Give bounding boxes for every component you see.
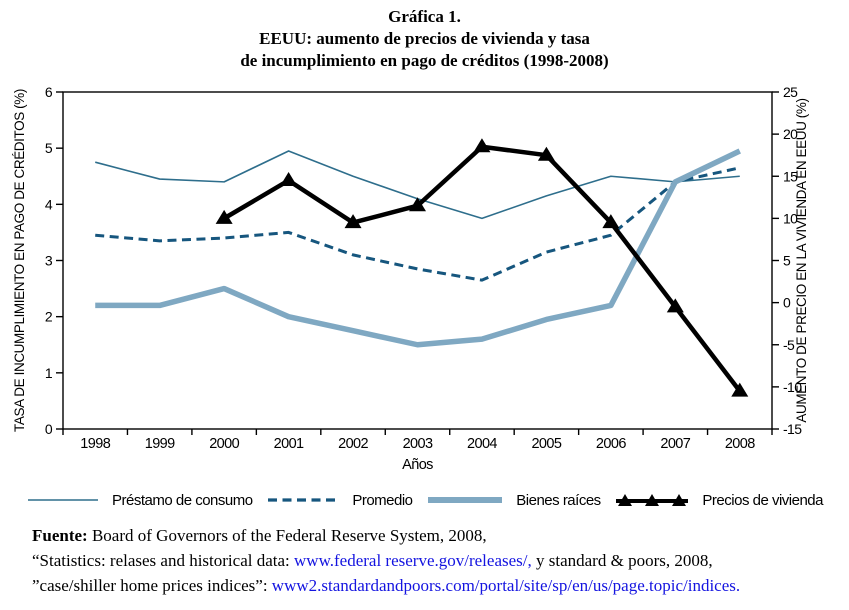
chart-title-line1: Gráfica 1.: [388, 7, 461, 26]
svg-text:0: 0: [783, 295, 791, 311]
chart-plot-area: 0 1 2 3 4 5 6 -15 -10 -5 0 5 10 15 20 25 1998 1999 2000 200…: [12, 84, 809, 473]
source-text: y standard & poors, 2008,: [531, 551, 713, 570]
svg-text:6: 6: [45, 84, 53, 100]
svg-text:2006: 2006: [596, 436, 626, 452]
legend-item-prestamo-de-consumo: Préstamo de consumo: [26, 492, 253, 509]
dashed-line-swatch-icon: [268, 498, 339, 502]
svg-text:10: 10: [783, 210, 798, 226]
legend-label: Precios de vivienda: [702, 491, 823, 509]
svg-text:4: 4: [45, 196, 53, 212]
legend-label: Promedio: [352, 491, 413, 509]
federal-reserve-link[interactable]: www.federal reserve.gov/releases/,: [294, 551, 532, 570]
svg-text:1999: 1999: [145, 436, 175, 452]
triangle-marker-icon: [215, 209, 233, 224]
chart-title-line3: de incumplimiento en pago de créditos (1…: [240, 51, 609, 70]
svg-text:2000: 2000: [209, 436, 239, 452]
svg-text:2003: 2003: [403, 436, 433, 452]
source-label: Fuente:: [32, 526, 88, 545]
triangle-line-swatch-icon: [616, 494, 689, 506]
plot-frame: [62, 91, 773, 430]
svg-text:25: 25: [783, 84, 798, 100]
svg-text:2004: 2004: [467, 436, 497, 452]
svg-text:2007: 2007: [660, 436, 690, 452]
legend-item-precios-de-vivienda: Precios de vivienda: [614, 491, 823, 509]
source-text: “Statistics: relases and historical data…: [32, 551, 295, 570]
svg-text:1: 1: [45, 365, 53, 381]
source-text: Board of Governors of the Federal Reserv…: [87, 526, 487, 545]
right-axis-title: AUMENTO DE PRECIO EN LA VIVIENDA EN EEUU…: [794, 98, 809, 422]
legend: Préstamo de consumo Promedio Bienes raíc…: [0, 485, 849, 513]
triangle-marker-icon: [473, 138, 491, 153]
svg-text:2002: 2002: [338, 436, 368, 452]
svg-text:2: 2: [45, 309, 53, 325]
svg-text:0: 0: [45, 421, 53, 437]
legend-item-bienes-raices: Bienes raíces: [426, 491, 601, 509]
triangle-marker-icon: [344, 214, 362, 229]
legend-item-promedio: Promedio: [266, 491, 413, 509]
series-line-3: [222, 144, 742, 393]
source-line-1: Fuente: Board of Governors of the Federa…: [32, 523, 849, 548]
triangle-marker-icon: [409, 197, 426, 212]
svg-text:5: 5: [45, 140, 53, 156]
svg-text:-15: -15: [783, 421, 802, 437]
triangle-marker-icon: [666, 298, 684, 313]
svg-text:-10: -10: [783, 379, 802, 395]
svg-text:2008: 2008: [725, 436, 755, 452]
left-axis-title: TASA DE INCUMPLIMIENTO EN PAGO DE CRÉDIT…: [12, 89, 27, 432]
svg-text:1998: 1998: [80, 436, 110, 452]
triangle-marker-icon: [731, 382, 749, 397]
svg-text:2001: 2001: [274, 436, 304, 452]
svg-text:3: 3: [45, 253, 53, 269]
x-axis-title: Años: [402, 457, 433, 473]
svg-text:2005: 2005: [531, 436, 561, 452]
svg-text:15: 15: [783, 168, 798, 184]
thick-line-swatch-icon: [428, 497, 503, 503]
legend-label: Bienes raíces: [516, 491, 601, 509]
series-line-1: [95, 166, 741, 282]
triangle-marker-icon: [537, 146, 555, 161]
source-text: ”case/shiller home prices indices”:: [32, 576, 272, 595]
series-line-2: [95, 148, 741, 348]
triangle-marker-icon: [602, 214, 620, 229]
triangle-marker-icon: [280, 171, 298, 186]
source-line-2: “Statistics: relases and historical data…: [32, 548, 849, 573]
source-line-3: ”case/shiller home prices indices”: www2…: [32, 573, 849, 598]
svg-text:5: 5: [783, 253, 791, 269]
source-note: Fuente: Board of Governors of the Federa…: [32, 523, 849, 598]
chart-title: Gráfica 1. EEUU: aumento de precios de v…: [0, 6, 849, 82]
thin-line-swatch-icon: [28, 499, 98, 501]
standard-and-poors-link[interactable]: www2.standardandpoors.com/portal/site/sp…: [271, 576, 741, 595]
svg-text:20: 20: [783, 126, 798, 142]
svg-text:-5: -5: [783, 337, 795, 353]
chart-title-line2: EEUU: aumento de precios de vivienda y t…: [259, 29, 590, 48]
legend-label: Préstamo de consumo: [112, 491, 253, 509]
